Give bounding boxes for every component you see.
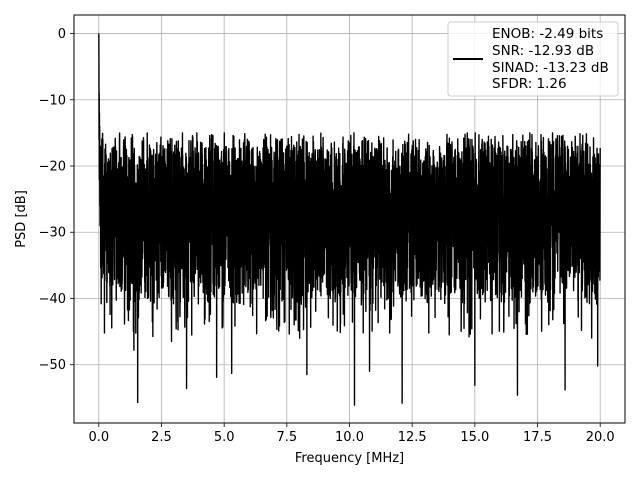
y-tick-label: −20: [39, 160, 66, 175]
x-axis-label: Frequency [MHz]: [295, 451, 404, 466]
x-tick-label: 17.5: [523, 430, 552, 445]
x-tick-label: 0.0: [88, 430, 109, 445]
y-tick-label: −40: [39, 292, 66, 307]
legend: ENOB: -2.49 bits SNR: -12.93 dB SINAD: -…: [447, 21, 619, 97]
y-tick-label: −50: [39, 358, 66, 373]
x-tick-label: 2.5: [151, 430, 172, 445]
psd-series-line: [98, 33, 601, 406]
y-tick-label: 0: [58, 27, 66, 42]
x-tick-label: 10.0: [335, 430, 364, 445]
y-tick-label: −10: [39, 93, 66, 108]
legend-line-enob: ENOB: -2.49 bits: [492, 26, 603, 42]
legend-box: [447, 21, 619, 97]
y-axis-label: PSD [dB]: [14, 190, 29, 248]
legend-line-snr: SNR: -12.93 dB: [492, 43, 594, 59]
y-tick-label: −30: [39, 226, 66, 241]
axis-ticks: 0.0 2.5 5.0 7.5 10.0 12.5 15.0 17.5 20.0 0 −10 −20 −…: [39, 27, 615, 445]
series-group: [98, 33, 601, 406]
x-tick-label: 15.0: [460, 430, 489, 445]
legend-line-sinad: SINAD: -13.23 dB: [492, 60, 609, 76]
legend-line-sfdr: SFDR: 1.26: [492, 76, 567, 92]
x-tick-label: 5.0: [214, 430, 235, 445]
x-tick-label: 12.5: [398, 430, 427, 445]
x-tick-label: 20.0: [586, 430, 615, 445]
x-tick-label: 7.5: [276, 430, 297, 445]
